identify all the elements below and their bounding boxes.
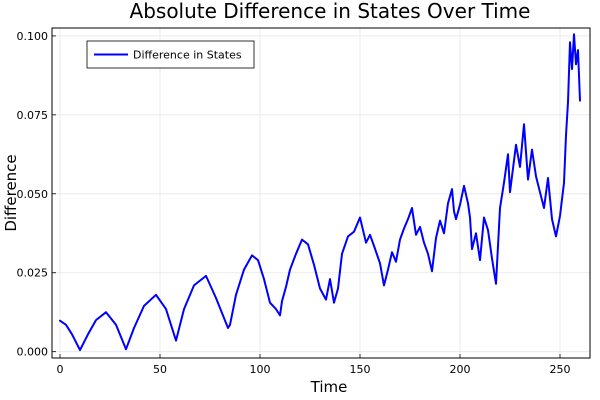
x-tick-label: 200 [450,363,471,376]
x-tick-label: 100 [250,363,271,376]
y-axis-label: Difference [2,154,20,231]
x-tick-label: 150 [350,363,371,376]
series-line [59,33,581,352]
x-tick-label: 250 [550,363,571,376]
y-tick-label: 0.000 [17,346,49,359]
series-lines [59,33,581,352]
y-tick-label: 0.025 [17,267,49,280]
x-axis-label: Time [310,378,348,396]
grid [52,28,590,358]
y-tick-label: 0.100 [17,30,49,43]
x-tick-label: 50 [153,363,167,376]
y-tick-label: 0.075 [17,109,49,122]
legend-label: Difference in States [133,49,242,62]
x-axis-ticks: 0 50 100 150 200 250 [57,354,571,376]
legend: Difference in States [86,40,255,69]
chart-title: Absolute Difference in States Over Time [130,0,531,23]
y-tick-label: 0.050 [17,188,49,201]
y-axis-ticks: 0.000 0.025 0.050 0.075 0.100 [17,30,56,359]
x-tick-label: 0 [57,363,64,376]
plot-frame [51,27,591,359]
